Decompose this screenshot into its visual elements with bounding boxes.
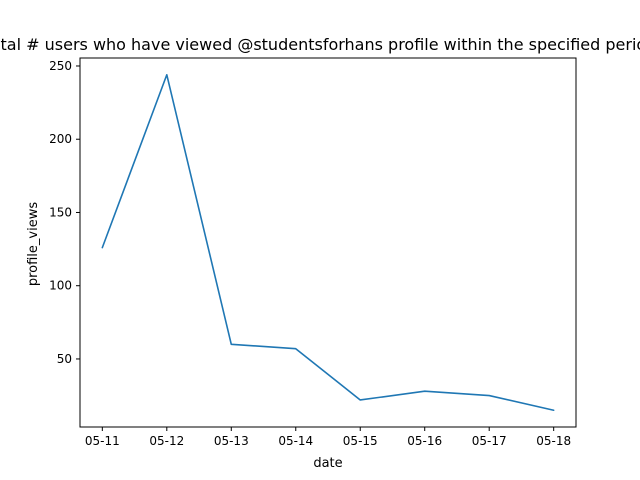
chart-title: Total # users who have viewed @studentsf… [0,35,640,54]
y-axis: 50 100 150 200 250 [49,59,80,366]
x-axis: 05-11 05-12 05-13 05-14 05-15 05-16 05-17 05-18 [85,427,571,448]
x-tick-label: 05-11 [85,434,120,448]
x-tick-label: 05-15 [343,434,378,448]
y-tick-label: 50 [57,352,72,366]
x-tick-label: 05-16 [407,434,442,448]
x-tick-label: 05-13 [214,434,249,448]
y-tick-label: 200 [49,132,72,146]
x-tick-label: 05-17 [472,434,507,448]
plot-area [101,73,555,412]
series-line [101,73,555,412]
y-tick-label: 150 [49,205,72,219]
y-tick-label: 250 [49,59,72,73]
x-axis-label: date [313,456,342,471]
x-tick-label: 05-18 [536,434,571,448]
y-tick-label: 100 [49,279,72,293]
y-axis-label: profile_views [26,202,41,286]
plot-frame [79,57,577,428]
x-tick-label: 05-12 [149,434,184,448]
x-tick-label: 05-14 [278,434,313,448]
